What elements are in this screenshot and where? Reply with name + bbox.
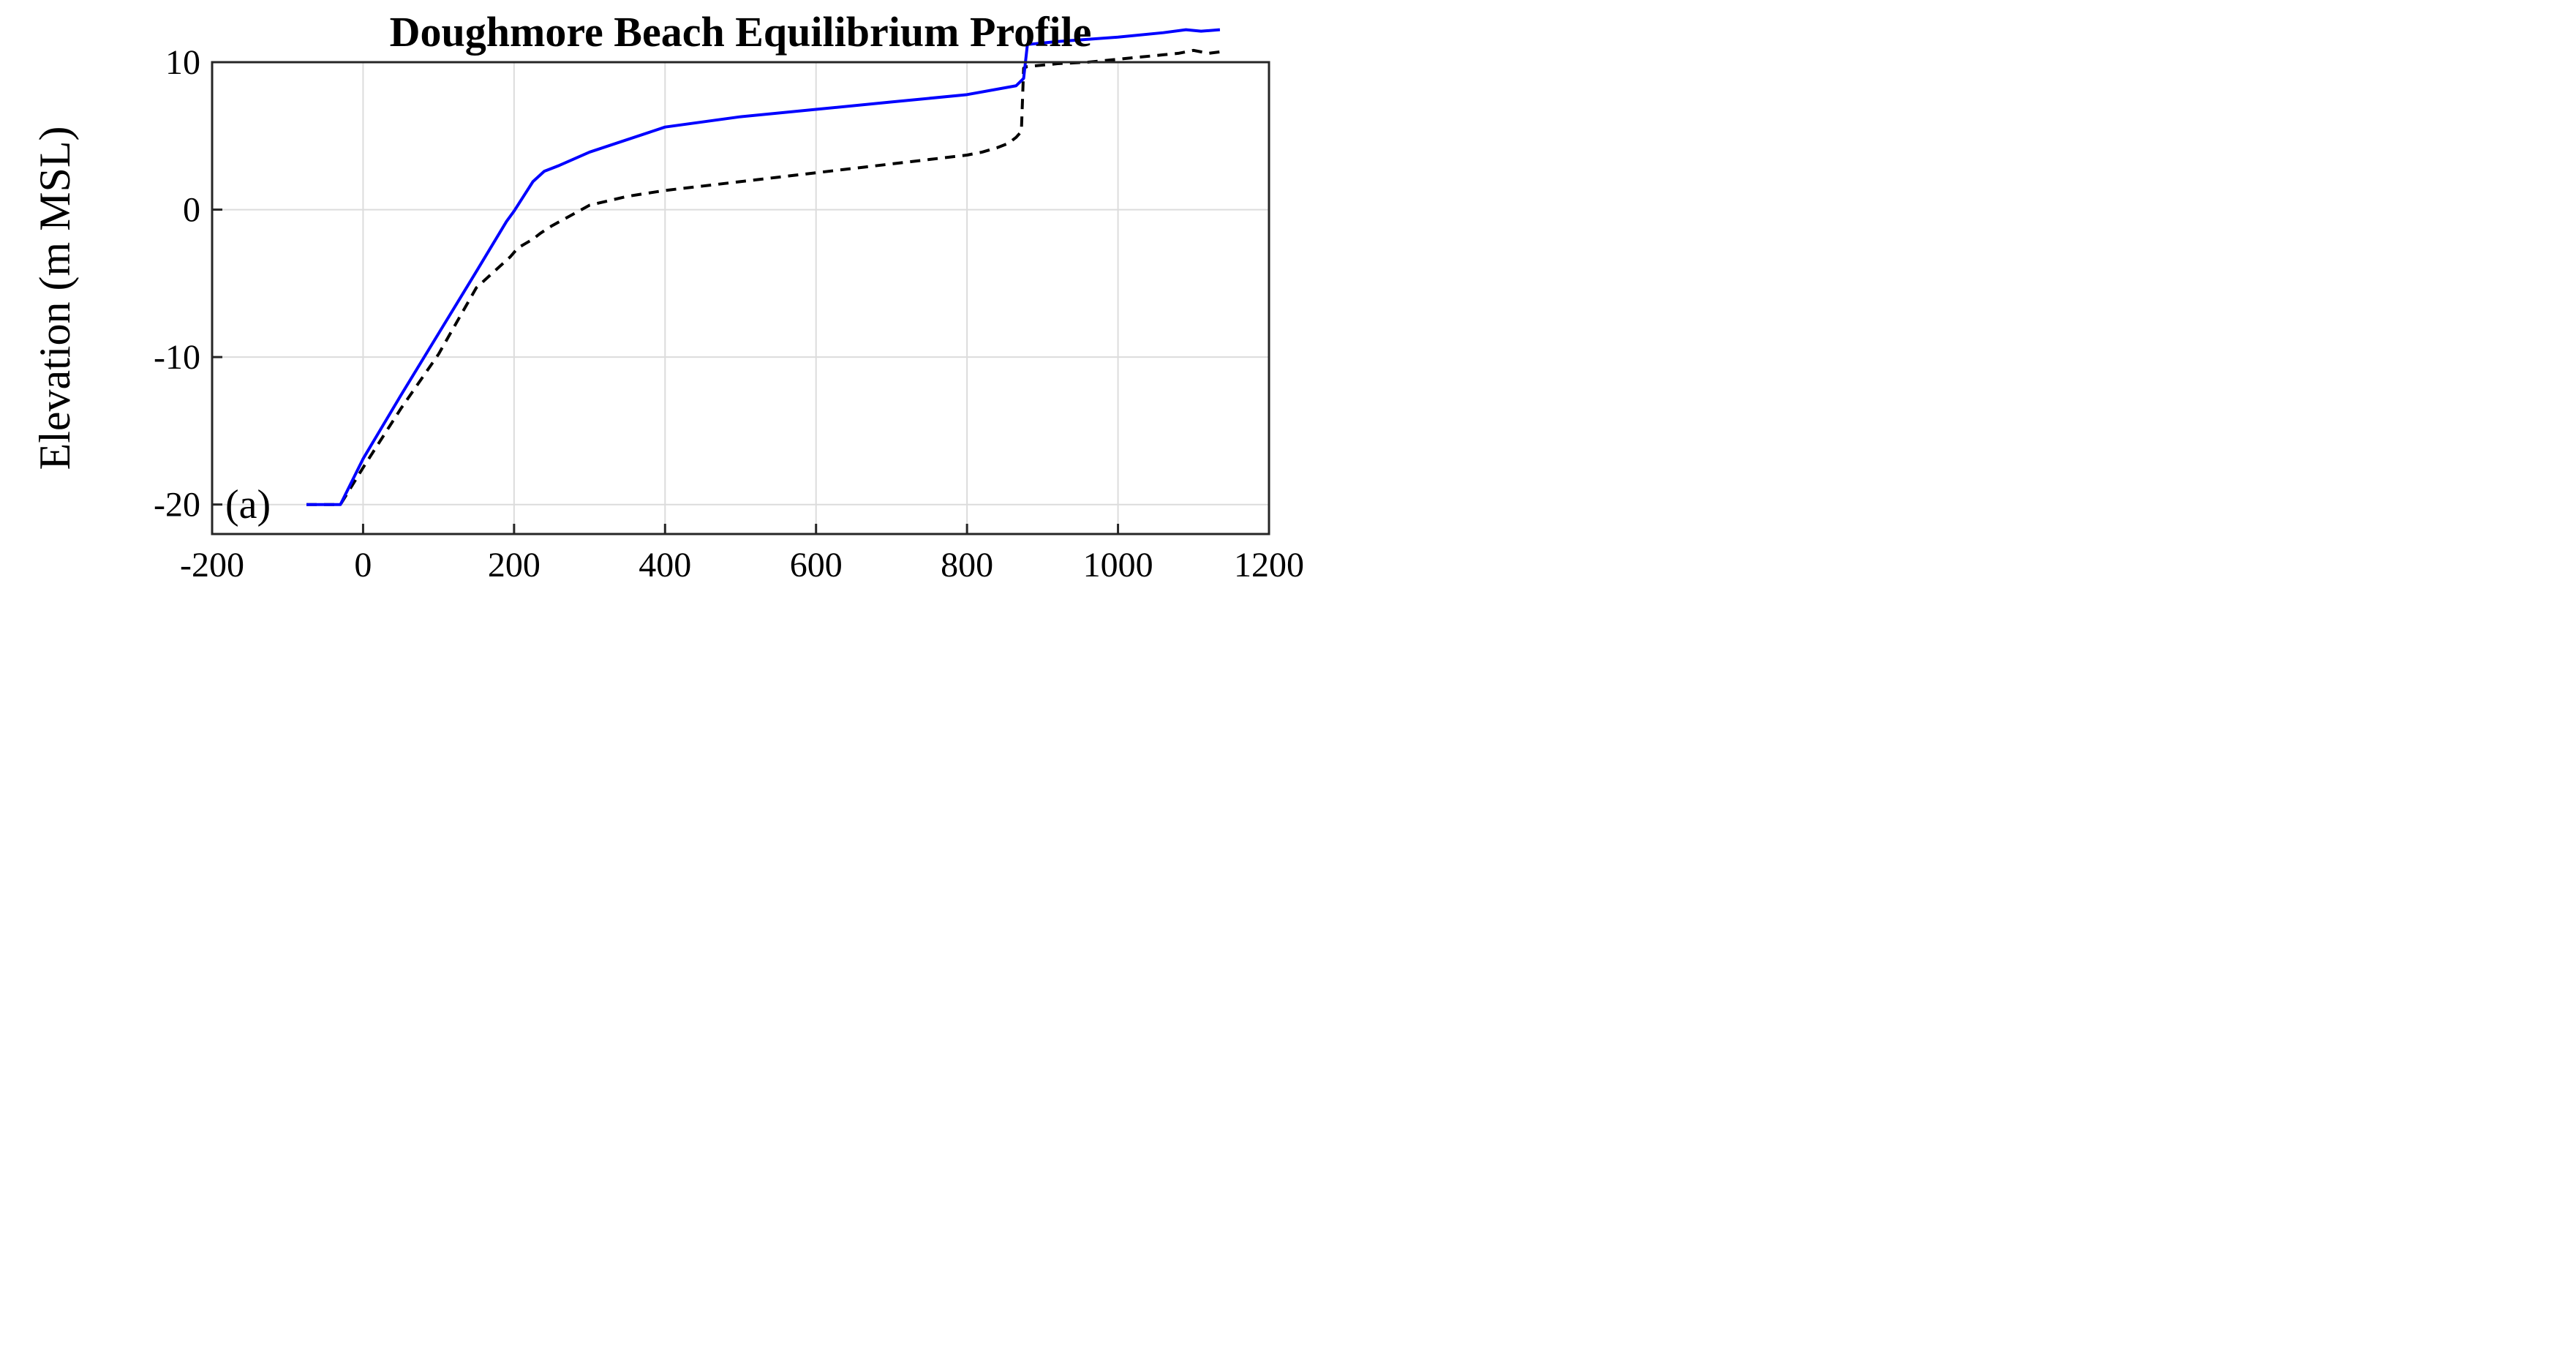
- axes-frame: [211, 61, 1270, 535]
- x-tick-label: 800: [941, 546, 993, 584]
- x-tick-label: 0: [354, 546, 372, 584]
- series-line-k09: [306, 28, 1221, 506]
- x-tick-label: 200: [488, 546, 541, 584]
- y-tick-label: 0: [183, 191, 200, 230]
- chart-title: Doughmore Beach Equilibrium Profile: [390, 8, 1092, 56]
- x-tick-label: 1200: [1234, 546, 1304, 584]
- plot-area: [212, 62, 1269, 534]
- x-tick-label: 1000: [1083, 546, 1153, 584]
- y-axis-label: Elevation (m MSL): [31, 127, 79, 470]
- y-tick-label: 10: [165, 43, 200, 82]
- panel-a: -200 0 200 400 600 800 1000 1200 -20 -10 0 10 Doughm…: [31, 8, 1304, 584]
- x-tick-label: -200: [180, 546, 244, 584]
- y-tick-label: -20: [154, 486, 200, 525]
- y-tick-label: -10: [154, 338, 200, 377]
- panel-label: (a): [225, 482, 271, 527]
- series-line-none: [306, 48, 1221, 506]
- x-tick-label: 600: [790, 546, 843, 584]
- x-tick-label: 400: [639, 546, 691, 584]
